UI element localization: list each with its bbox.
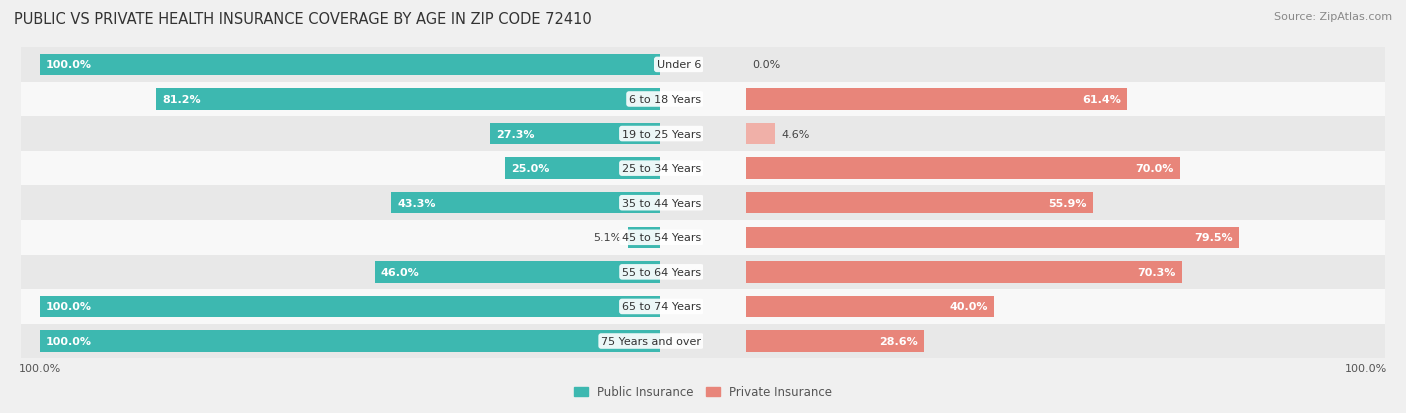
Text: 70.3%: 70.3% xyxy=(1137,267,1175,277)
Text: 45 to 54 Years: 45 to 54 Years xyxy=(621,233,702,243)
Text: 70.0%: 70.0% xyxy=(1136,164,1174,174)
Bar xyxy=(21,186,703,221)
Text: 35 to 44 Years: 35 to 44 Years xyxy=(621,198,702,208)
Text: 4.6%: 4.6% xyxy=(782,129,810,139)
Bar xyxy=(703,186,1385,221)
Text: 6 to 18 Years: 6 to 18 Years xyxy=(628,95,702,105)
Bar xyxy=(747,89,1128,110)
Bar xyxy=(21,83,703,117)
Text: Source: ZipAtlas.com: Source: ZipAtlas.com xyxy=(1274,12,1392,22)
Bar xyxy=(747,158,1180,179)
Bar xyxy=(21,324,703,358)
Bar xyxy=(703,221,1385,255)
Text: 43.3%: 43.3% xyxy=(398,198,436,208)
Bar xyxy=(39,296,659,317)
Text: 27.3%: 27.3% xyxy=(496,129,536,139)
Bar xyxy=(703,83,1385,117)
Text: Under 6: Under 6 xyxy=(657,60,702,70)
Bar xyxy=(156,89,659,110)
Bar xyxy=(703,324,1385,358)
Bar xyxy=(39,55,659,76)
Text: 0.0%: 0.0% xyxy=(752,60,780,70)
Text: 5.1%: 5.1% xyxy=(593,233,621,243)
Text: PUBLIC VS PRIVATE HEALTH INSURANCE COVERAGE BY AGE IN ZIP CODE 72410: PUBLIC VS PRIVATE HEALTH INSURANCE COVER… xyxy=(14,12,592,27)
Bar xyxy=(703,48,1385,83)
Bar xyxy=(39,330,659,352)
Bar xyxy=(491,123,659,145)
Bar xyxy=(391,192,659,214)
Bar xyxy=(21,290,703,324)
Bar xyxy=(747,123,775,145)
Bar xyxy=(747,296,994,317)
Bar xyxy=(374,261,659,283)
Bar xyxy=(21,152,703,186)
Bar xyxy=(703,290,1385,324)
Text: 100.0%: 100.0% xyxy=(46,302,91,312)
Bar xyxy=(747,330,924,352)
Text: 100.0%: 100.0% xyxy=(46,60,91,70)
Text: 19 to 25 Years: 19 to 25 Years xyxy=(621,129,702,139)
Bar xyxy=(703,255,1385,290)
Text: 81.2%: 81.2% xyxy=(163,95,201,105)
Bar xyxy=(747,261,1182,283)
Text: 65 to 74 Years: 65 to 74 Years xyxy=(621,302,702,312)
Legend: Public Insurance, Private Insurance: Public Insurance, Private Insurance xyxy=(569,381,837,403)
Bar xyxy=(703,152,1385,186)
Bar xyxy=(628,227,659,248)
Text: 79.5%: 79.5% xyxy=(1194,233,1233,243)
Bar xyxy=(21,117,703,152)
Text: 55 to 64 Years: 55 to 64 Years xyxy=(621,267,702,277)
Bar xyxy=(505,158,659,179)
Bar xyxy=(21,255,703,290)
Bar xyxy=(21,221,703,255)
Text: 25.0%: 25.0% xyxy=(510,164,550,174)
Text: 100.0%: 100.0% xyxy=(46,336,91,346)
Text: 40.0%: 40.0% xyxy=(949,302,988,312)
Text: 55.9%: 55.9% xyxy=(1047,198,1087,208)
Bar xyxy=(747,227,1239,248)
Text: 75 Years and over: 75 Years and over xyxy=(602,336,702,346)
Text: 46.0%: 46.0% xyxy=(381,267,419,277)
Text: 28.6%: 28.6% xyxy=(879,336,918,346)
Text: 25 to 34 Years: 25 to 34 Years xyxy=(621,164,702,174)
Bar xyxy=(703,117,1385,152)
Bar xyxy=(747,192,1092,214)
Text: 61.4%: 61.4% xyxy=(1081,95,1121,105)
Bar xyxy=(21,48,703,83)
